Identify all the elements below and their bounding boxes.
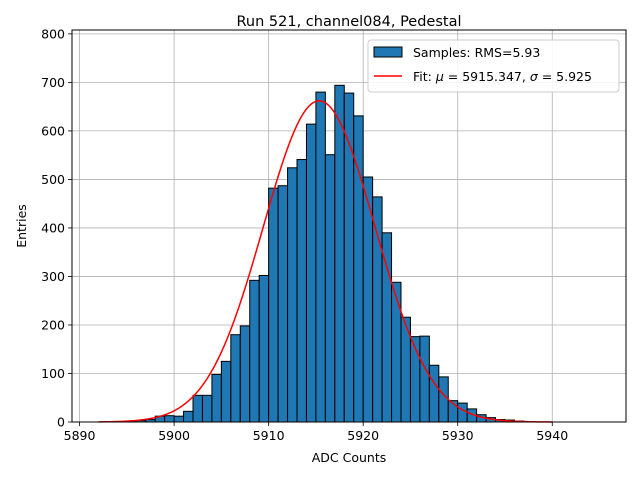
histogram-bar <box>277 185 289 423</box>
y-tick-label: 100 <box>41 366 65 381</box>
histogram-bar <box>381 232 393 423</box>
histogram-bar <box>249 279 260 423</box>
fit-curve <box>98 100 553 423</box>
x-tick-label: 5900 <box>158 428 190 443</box>
y-tick-label: 300 <box>41 269 65 284</box>
x-tick-label: 5890 <box>64 428 96 443</box>
histogram-bar <box>372 196 383 423</box>
x-axis-label: ADC Counts <box>312 450 387 465</box>
y-tick-label: 0 <box>57 415 65 430</box>
histogram-bar <box>305 123 317 423</box>
histogram-bar <box>258 274 270 423</box>
legend-fit-mu-value: = 5915.347, <box>444 69 530 84</box>
legend: Samples: RMS=5.93 Fit: μ = 5915.347, σ =… <box>367 39 620 93</box>
y-axis-label: Entries <box>14 204 29 248</box>
legend-fit-mu-symbol: μ <box>435 69 444 84</box>
plot-frame <box>71 29 627 423</box>
histogram-bar <box>315 91 326 423</box>
y-tick-label: 600 <box>41 123 65 138</box>
x-tick-label: 5920 <box>347 428 379 443</box>
histogram-bar <box>296 159 307 423</box>
legend-label-samples: Samples: RMS=5.93 <box>413 45 540 60</box>
histogram-bar <box>183 410 194 423</box>
histogram-bar <box>324 154 336 423</box>
legend-label-fit: Fit: μ = 5915.347, σ = 5.925 <box>413 69 592 84</box>
legend-fit-sigma-symbol: σ <box>530 69 539 84</box>
y-tick-label: 700 <box>41 75 65 90</box>
y-tick-label: 500 <box>41 172 65 187</box>
x-tick-label: 5930 <box>442 428 474 443</box>
axis-ticks: 5890 5900 5910 5920 5930 5940 0 100 200 300 400 500… <box>41 26 568 443</box>
legend-fit-sigma-value: = 5.925 <box>538 69 592 84</box>
histogram-bar <box>457 402 468 423</box>
histogram-bar <box>419 335 430 423</box>
histogram-bar <box>220 360 232 423</box>
histogram-bars <box>116 84 534 423</box>
histogram-bar <box>230 334 241 423</box>
y-tick-label: 400 <box>41 220 65 235</box>
histogram-bar <box>192 394 203 423</box>
x-tick-label: 5910 <box>253 428 285 443</box>
x-tick-label: 5940 <box>536 428 568 443</box>
legend-swatch-samples <box>373 46 403 58</box>
y-tick-label: 200 <box>41 317 65 332</box>
histogram-bar <box>211 373 222 423</box>
chart-title: Run 521, channel084, Pedestal <box>236 14 461 30</box>
histogram-bar <box>438 376 449 423</box>
y-tick-label: 800 <box>41 26 65 41</box>
legend-box <box>367 39 620 93</box>
histogram-bar <box>334 84 345 423</box>
fit-curve-group <box>98 100 553 423</box>
histogram-bar <box>391 281 402 423</box>
histogram-bar <box>428 364 440 423</box>
histogram-bar <box>239 325 251 423</box>
legend-fit-prefix: Fit: <box>413 69 436 84</box>
histogram-bar <box>173 415 185 423</box>
histogram-bar <box>287 167 298 423</box>
histogram-bar <box>268 187 279 423</box>
histogram-bar <box>164 415 175 423</box>
histogram-bar <box>201 394 213 423</box>
